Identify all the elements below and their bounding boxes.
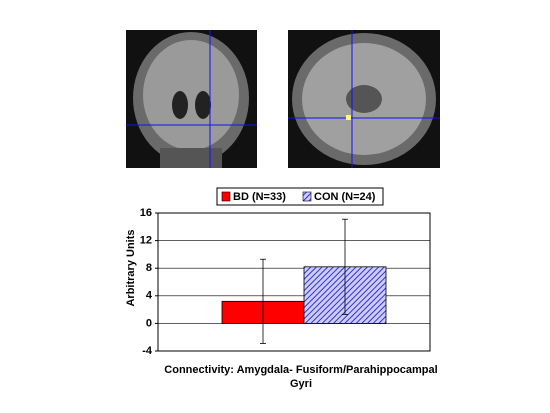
plot-area [158,213,430,351]
legend-swatch [302,191,312,202]
x-axis-label: Gyri [290,378,312,390]
legend-label: BD (N=33) [233,191,286,203]
legend-swatch [221,191,231,202]
y-tick-label: 0 [146,317,152,329]
legend-label: CON (N=24) [314,191,376,203]
x-axis-label: Connectivity: Amygdala- Fusiform/Parahip… [164,364,437,376]
axial-image [288,30,440,168]
y-tick-label: 12 [140,235,152,247]
y-tick-label: 4 [146,290,153,302]
y-tick-label: -4 [142,345,153,357]
legend-box [216,187,384,206]
plot-border [157,212,431,352]
y-tick-label: 8 [146,262,152,274]
y-axis-label: Arbitrary Units [125,229,137,306]
coronal-image [126,30,257,168]
y-tick-label: 16 [140,207,152,219]
